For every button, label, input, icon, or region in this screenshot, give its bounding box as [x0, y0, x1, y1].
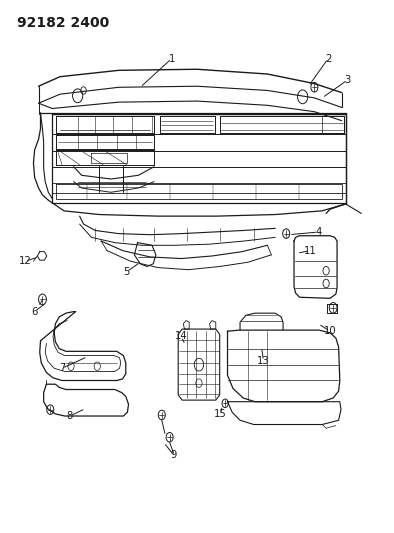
Text: 13: 13 [257, 356, 270, 366]
Text: 3: 3 [344, 75, 351, 85]
Text: 14: 14 [175, 332, 188, 342]
Text: 7: 7 [59, 364, 65, 373]
Text: 4: 4 [315, 227, 322, 237]
Text: 8: 8 [67, 411, 73, 421]
Text: 1: 1 [168, 54, 175, 63]
Text: 15: 15 [214, 409, 227, 419]
Text: 10: 10 [324, 326, 336, 336]
Text: 2: 2 [325, 54, 331, 63]
Text: 12: 12 [19, 256, 31, 266]
Text: 11: 11 [304, 246, 317, 256]
Text: 92182 2400: 92182 2400 [17, 16, 109, 30]
Text: 6: 6 [32, 306, 38, 317]
Text: 5: 5 [123, 267, 130, 277]
Text: 9: 9 [170, 450, 177, 460]
